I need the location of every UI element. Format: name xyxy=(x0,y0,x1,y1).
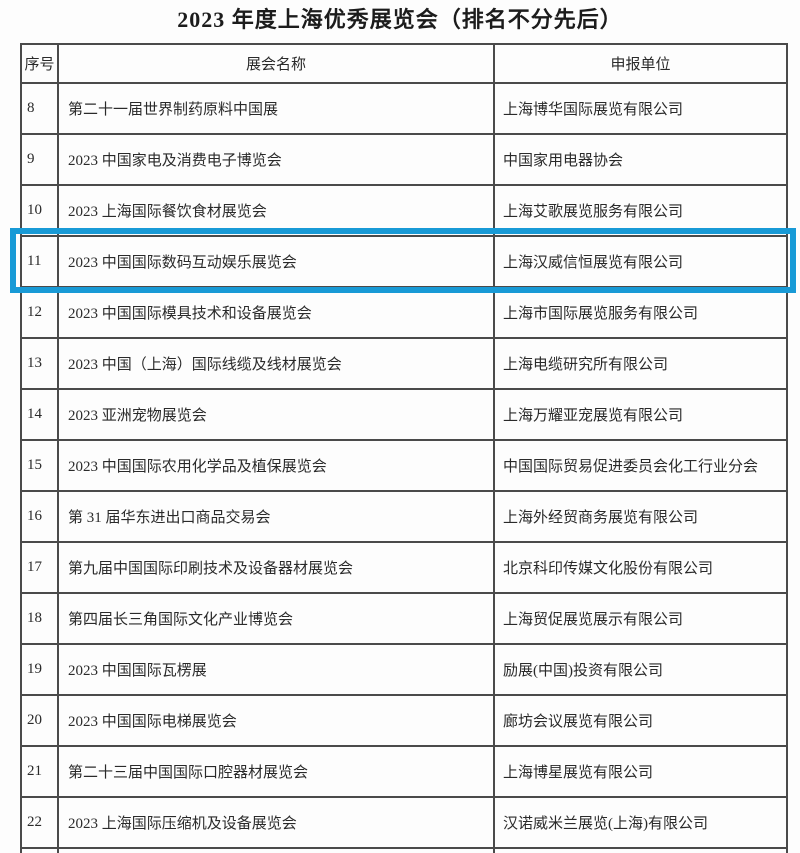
cell-name: 第四届长三角国际文化产业博览会 xyxy=(57,592,495,645)
cell-org: 上海电缆研究所有限公司 xyxy=(493,337,788,390)
header-row: 序号 展会名称 申报单位 xyxy=(20,43,788,84)
table-row: 11 2023 中国国际数码互动娱乐展览会 上海汉威信恒展览有限公司 xyxy=(20,235,788,288)
cell-org: 上海博华国际展览有限公司 xyxy=(493,82,788,135)
cell-no xyxy=(20,847,59,853)
cell-name: 2023 中国国际瓦楞展 xyxy=(57,643,495,696)
cell-no: 16 xyxy=(20,490,59,543)
cell-no: 22 xyxy=(20,796,59,849)
cell-no: 9 xyxy=(20,133,59,186)
cell-org: 上海万耀亚宠展览有限公司 xyxy=(493,388,788,441)
header-name: 展会名称 xyxy=(57,43,495,84)
cell-no: 10 xyxy=(20,184,59,237)
page-title: 2023 年度上海优秀展览会（排名不分先后） xyxy=(177,7,623,32)
table-row: 12 2023 中国国际模具技术和设备展览会 上海市国际展览服务有限公司 xyxy=(20,286,788,339)
cell-name: 2023 上海国际餐饮食材展览会 xyxy=(57,184,495,237)
table-row: 18 第四届长三角国际文化产业博览会 上海贸促展览展示有限公司 xyxy=(20,592,788,645)
cell-name: 2023 中国国际电梯展览会 xyxy=(57,694,495,747)
cell-org: 上海博星展览有限公司 xyxy=(493,745,788,798)
cell-org: 上海艾歌展览服务有限公司 xyxy=(493,184,788,237)
table-row: 13 2023 中国（上海）国际线缆及线材展览会 上海电缆研究所有限公司 xyxy=(20,337,788,390)
table-row: 19 2023 中国国际瓦楞展 励展(中国)投资有限公司 xyxy=(20,643,788,696)
cell-org: 中国家用电器协会 xyxy=(493,133,788,186)
cell-no: 14 xyxy=(20,388,59,441)
cell-name: 2023 上海国际压缩机及设备展览会 xyxy=(57,796,495,849)
table-row: 15 2023 中国国际农用化学品及植保展览会 中国国际贸易促进委员会化工行业分… xyxy=(20,439,788,492)
cell-no: 17 xyxy=(20,541,59,594)
exhibition-table: 序号 展会名称 申报单位 8 第二十一届世界制药原料中国展 上海博华国际展览有限… xyxy=(20,43,788,853)
cell-name: 2023 中国国际农用化学品及植保展览会 xyxy=(57,439,495,492)
cell-name: 2023 中国家电及消费电子博览会 xyxy=(57,133,495,186)
cell-org: 上海汉威信恒展览有限公司 xyxy=(493,235,788,288)
cell-name: 2023 中国国际模具技术和设备展览会 xyxy=(57,286,495,339)
cell-org: 上海外经贸商务展览有限公司 xyxy=(493,490,788,543)
cell-no: 19 xyxy=(20,643,59,696)
table-header: 序号 展会名称 申报单位 xyxy=(20,43,788,84)
cell-no: 11 xyxy=(20,235,59,288)
cell-no: 21 xyxy=(20,745,59,798)
table-row: 10 2023 上海国际餐饮食材展览会 上海艾歌展览服务有限公司 xyxy=(20,184,788,237)
cell-org: 上海市国际展览服务有限公司 xyxy=(493,286,788,339)
table-row xyxy=(20,847,788,853)
cell-no: 20 xyxy=(20,694,59,747)
table-row: 8 第二十一届世界制药原料中国展 上海博华国际展览有限公司 xyxy=(20,82,788,135)
table-row: 22 2023 上海国际压缩机及设备展览会 汉诺威米兰展览(上海)有限公司 xyxy=(20,796,788,849)
cell-org: 廊坊会议展览有限公司 xyxy=(493,694,788,747)
cell-org xyxy=(493,847,788,853)
table-body: 8 第二十一届世界制药原料中国展 上海博华国际展览有限公司 9 2023 中国家… xyxy=(20,82,788,853)
cell-name: 第二十三届中国国际口腔器材展览会 xyxy=(57,745,495,798)
cell-org: 励展(中国)投资有限公司 xyxy=(493,643,788,696)
cell-no: 18 xyxy=(20,592,59,645)
cell-name: 第 31 届华东进出口商品交易会 xyxy=(57,490,495,543)
table-row: 16 第 31 届华东进出口商品交易会 上海外经贸商务展览有限公司 xyxy=(20,490,788,543)
cell-no: 8 xyxy=(20,82,59,135)
table-row: 14 2023 亚洲宠物展览会 上海万耀亚宠展览有限公司 xyxy=(20,388,788,441)
cell-org: 汉诺威米兰展览(上海)有限公司 xyxy=(493,796,788,849)
cell-no: 13 xyxy=(20,337,59,390)
header-org: 申报单位 xyxy=(493,43,788,84)
cell-org: 中国国际贸易促进委员会化工行业分会 xyxy=(493,439,788,492)
cell-name: 第二十一届世界制药原料中国展 xyxy=(57,82,495,135)
cell-name: 2023 中国（上海）国际线缆及线材展览会 xyxy=(57,337,495,390)
table-row: 9 2023 中国家电及消费电子博览会 中国家用电器协会 xyxy=(20,133,788,186)
cell-org: 北京科印传媒文化股份有限公司 xyxy=(493,541,788,594)
cell-name: 第九届中国国际印刷技术及设备器材展览会 xyxy=(57,541,495,594)
cell-no: 12 xyxy=(20,286,59,339)
cell-no: 15 xyxy=(20,439,59,492)
table-row: 17 第九届中国国际印刷技术及设备器材展览会 北京科印传媒文化股份有限公司 xyxy=(20,541,788,594)
cell-org: 上海贸促展览展示有限公司 xyxy=(493,592,788,645)
cell-name: 2023 亚洲宠物展览会 xyxy=(57,388,495,441)
cell-name xyxy=(57,847,495,853)
table-row: 20 2023 中国国际电梯展览会 廊坊会议展览有限公司 xyxy=(20,694,788,747)
table-row: 21 第二十三届中国国际口腔器材展览会 上海博星展览有限公司 xyxy=(20,745,788,798)
cell-name: 2023 中国国际数码互动娱乐展览会 xyxy=(57,235,495,288)
header-no: 序号 xyxy=(20,43,59,84)
